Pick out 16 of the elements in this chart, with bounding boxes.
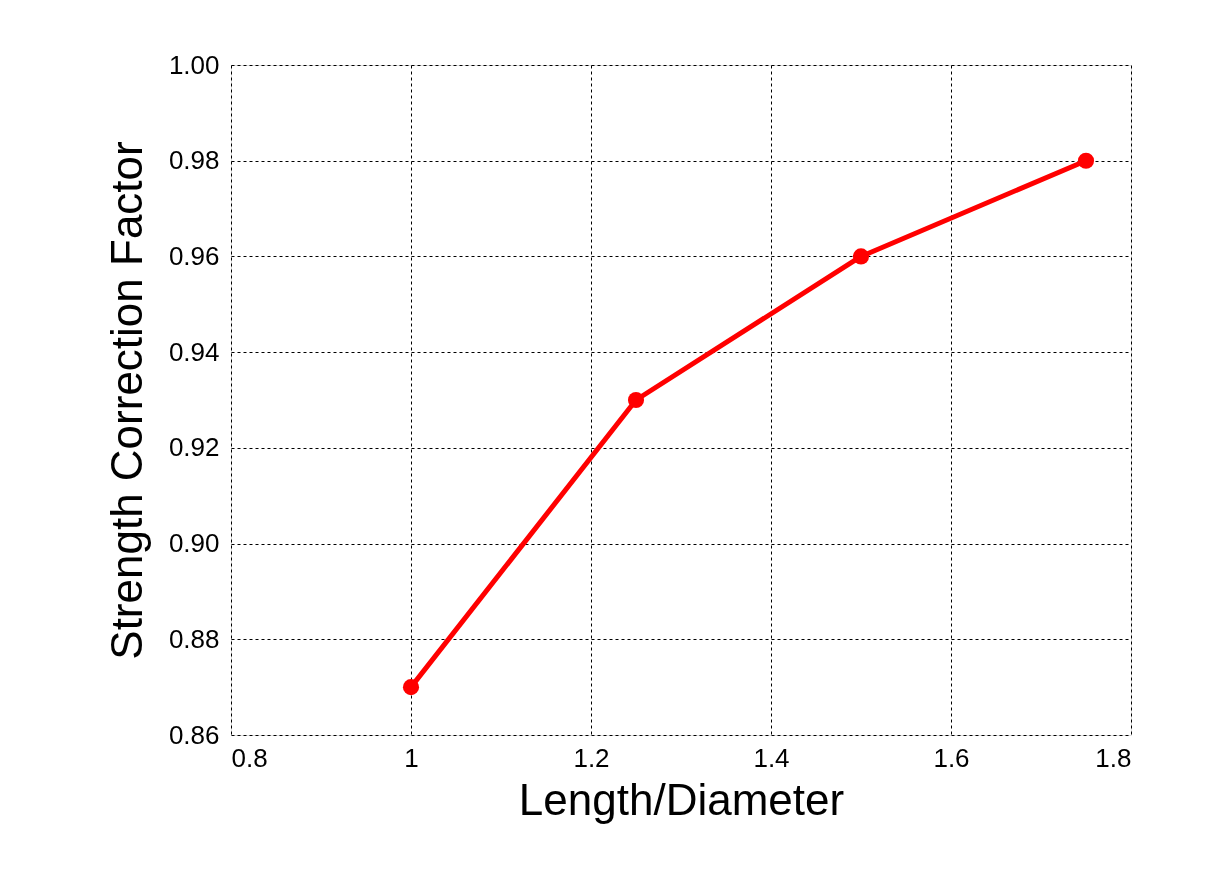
y-tick-label: 0.94 <box>168 336 220 367</box>
y-tick-label: 0.86 <box>168 719 220 750</box>
y-tick-label: 0.92 <box>168 432 220 463</box>
y-tick-label: 0.90 <box>168 528 220 559</box>
x-tick-label: 1.8 <box>1095 742 1132 773</box>
x-tick-label: 1 <box>404 742 419 773</box>
x-axis-title: Length/Diameter <box>518 774 845 824</box>
x-tick-label: 1.6 <box>933 742 970 773</box>
y-tick-label: 0.98 <box>168 145 220 176</box>
x-tick-label: 1.4 <box>753 742 790 773</box>
y-tick-label: 1.00 <box>168 49 220 80</box>
y-tick-label: 0.88 <box>168 623 220 654</box>
x-tick-label: 0.8 <box>231 742 268 773</box>
y-tick-label: 0.96 <box>168 240 220 271</box>
x-tick-label: 1.2 <box>573 742 610 773</box>
y-axis-title: Strength Correction Factor <box>101 141 151 660</box>
